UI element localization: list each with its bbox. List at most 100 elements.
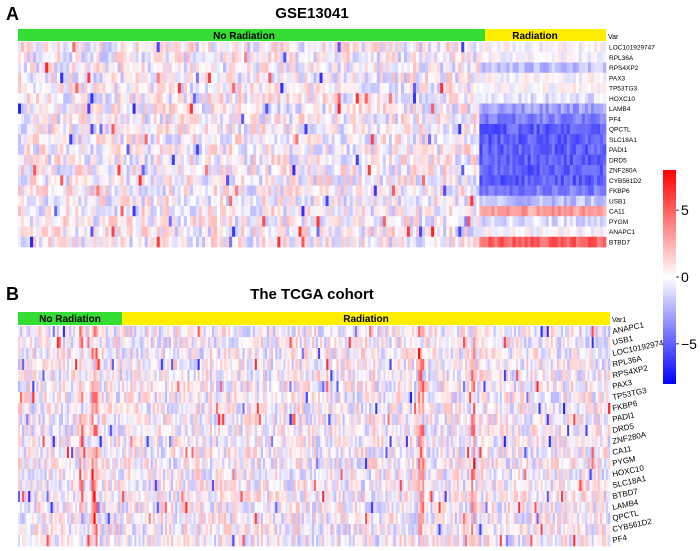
heatmap-cell bbox=[72, 216, 76, 227]
heatmap-cell bbox=[322, 185, 326, 197]
heatmap-cell bbox=[436, 337, 439, 349]
heatmap-cell bbox=[301, 42, 305, 53]
heatmap-cell bbox=[400, 216, 405, 227]
heatmap-cell bbox=[162, 134, 167, 145]
heatmap-cell bbox=[437, 42, 441, 53]
heatmap-cell bbox=[599, 337, 603, 349]
heatmap-cell bbox=[173, 326, 176, 338]
heatmap-cell bbox=[569, 348, 572, 360]
heatmap-cell bbox=[571, 326, 574, 338]
heatmap-cell bbox=[431, 216, 435, 227]
heatmap-cell bbox=[418, 337, 421, 349]
heatmap-cell bbox=[370, 185, 375, 197]
heatmap-cell bbox=[512, 93, 516, 104]
heatmap-cell bbox=[367, 124, 372, 135]
heatmap-cell bbox=[126, 165, 130, 176]
heatmap-cell bbox=[162, 42, 167, 53]
heatmap-cell bbox=[79, 348, 82, 360]
heatmap-cell bbox=[126, 42, 130, 53]
heatmap-cell bbox=[310, 216, 314, 227]
heatmap-cell bbox=[259, 236, 263, 248]
heatmap-cell bbox=[375, 337, 378, 349]
heatmap-cell bbox=[252, 359, 256, 371]
heatmap-cell bbox=[325, 62, 329, 74]
heatmap-cell bbox=[250, 103, 254, 115]
heatmap-cell bbox=[36, 93, 40, 104]
heatmap-cell bbox=[177, 195, 182, 207]
heatmap-cell bbox=[38, 326, 41, 338]
heatmap-cell bbox=[229, 93, 233, 104]
heatmap-cell bbox=[370, 216, 375, 227]
heatmap-cell bbox=[596, 113, 601, 125]
heatmap-cell bbox=[72, 42, 76, 53]
heatmap-cell bbox=[22, 359, 25, 371]
heatmap-cell bbox=[78, 103, 82, 115]
heatmap-cell bbox=[440, 165, 444, 176]
heatmap-cell bbox=[554, 113, 559, 125]
heatmap-cell bbox=[521, 124, 525, 135]
heatmap-cell bbox=[21, 72, 25, 84]
heatmap-cell bbox=[102, 93, 106, 104]
heatmap-cell bbox=[250, 42, 254, 53]
heatmap-cell bbox=[123, 144, 127, 156]
heatmap-cell bbox=[482, 195, 486, 207]
heatmap-cell bbox=[24, 72, 28, 84]
heatmap-cell bbox=[168, 134, 173, 145]
heatmap-cell bbox=[328, 72, 332, 84]
heatmap-cell bbox=[216, 326, 219, 338]
heatmap-cell bbox=[142, 348, 145, 360]
heatmap-cell bbox=[352, 326, 356, 338]
heatmap-cell bbox=[328, 144, 332, 156]
heatmap-cell bbox=[247, 113, 251, 125]
heatmap-cell bbox=[495, 337, 499, 349]
heatmap-cell bbox=[226, 52, 230, 63]
heatmap-cell bbox=[367, 52, 372, 63]
heatmap-cell bbox=[111, 52, 115, 63]
heatmap-cell bbox=[450, 337, 454, 349]
heatmap-cell bbox=[431, 124, 435, 135]
heatmap-cell bbox=[311, 337, 315, 349]
heatmap-cell bbox=[455, 185, 459, 197]
heatmap-cell bbox=[45, 124, 49, 135]
heatmap-cell bbox=[271, 144, 275, 156]
heatmap-cell bbox=[454, 348, 458, 360]
heatmap-cell bbox=[322, 134, 326, 145]
heatmap-cell bbox=[526, 348, 529, 360]
heatmap-cell bbox=[222, 359, 225, 371]
heatmap-cell bbox=[361, 62, 366, 74]
heatmap-cell bbox=[385, 62, 390, 74]
heatmap-cell bbox=[485, 42, 489, 53]
heatmap-cell bbox=[217, 134, 221, 145]
heatmap-cell bbox=[455, 124, 459, 135]
heatmap-cell bbox=[419, 83, 423, 94]
heatmap-cell bbox=[63, 195, 67, 207]
heatmap-cell bbox=[210, 72, 215, 84]
heatmap-cell bbox=[533, 165, 537, 176]
heatmap-cell bbox=[102, 144, 106, 156]
heatmap-cell bbox=[358, 124, 363, 135]
heatmap-cell bbox=[123, 93, 127, 104]
heatmap-cell bbox=[340, 236, 345, 248]
heatmap-cell bbox=[393, 359, 396, 371]
heatmap-cell bbox=[69, 348, 72, 360]
heatmap-cell bbox=[277, 206, 281, 217]
heatmap-cell bbox=[180, 175, 185, 186]
heatmap-cell bbox=[262, 216, 266, 227]
heatmap-cell bbox=[575, 195, 580, 207]
heatmap-cell bbox=[482, 185, 486, 197]
heatmap-cell bbox=[530, 42, 534, 53]
heatmap-cell bbox=[138, 216, 142, 227]
heatmap-cell bbox=[129, 62, 133, 74]
heatmap-cell bbox=[295, 326, 299, 338]
heatmap-cell bbox=[201, 144, 206, 156]
heatmap-cell bbox=[132, 236, 136, 248]
heatmap-cell bbox=[84, 165, 88, 176]
heatmap-cell bbox=[204, 154, 209, 166]
heatmap-cell bbox=[123, 175, 127, 186]
heatmap-cell bbox=[291, 348, 294, 360]
heatmap-cell bbox=[406, 93, 411, 104]
heatmap-cell bbox=[46, 359, 49, 371]
heatmap-cell bbox=[465, 348, 468, 360]
heatmap-cell bbox=[593, 348, 597, 360]
heatmap-cell bbox=[123, 103, 127, 115]
